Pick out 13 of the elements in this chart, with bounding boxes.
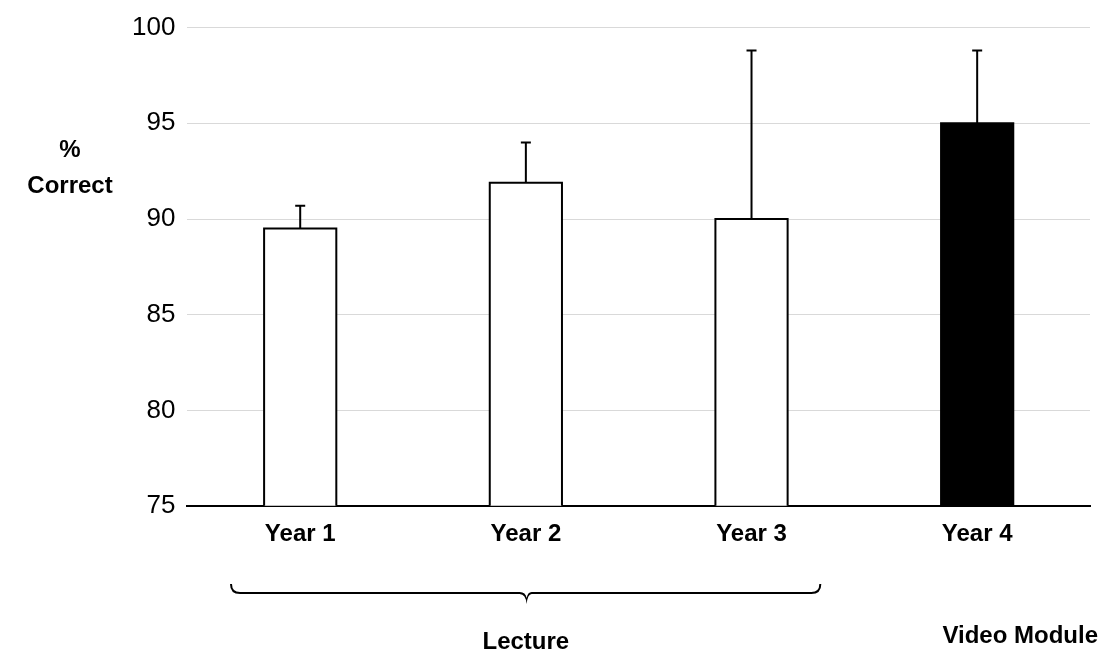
- y-tick-label: 80: [146, 393, 176, 424]
- y-tick-label: 100: [131, 10, 176, 41]
- x-tick-label: Year 3: [716, 519, 787, 547]
- x-tick-label: Year 4: [941, 519, 1014, 547]
- y-axis-title: % Correct: [27, 134, 113, 198]
- x-tick-label: Year 1: [264, 519, 336, 547]
- y-tick-label: 90: [146, 202, 176, 233]
- y-tick-label: 85: [146, 297, 176, 328]
- text: Video Module: [942, 620, 1098, 648]
- y-tick-label: 95: [146, 106, 176, 137]
- y-tick-label: 75: [146, 489, 176, 520]
- x-tick-label: Year 2: [490, 519, 562, 547]
- text: Lecture: [482, 626, 570, 654]
